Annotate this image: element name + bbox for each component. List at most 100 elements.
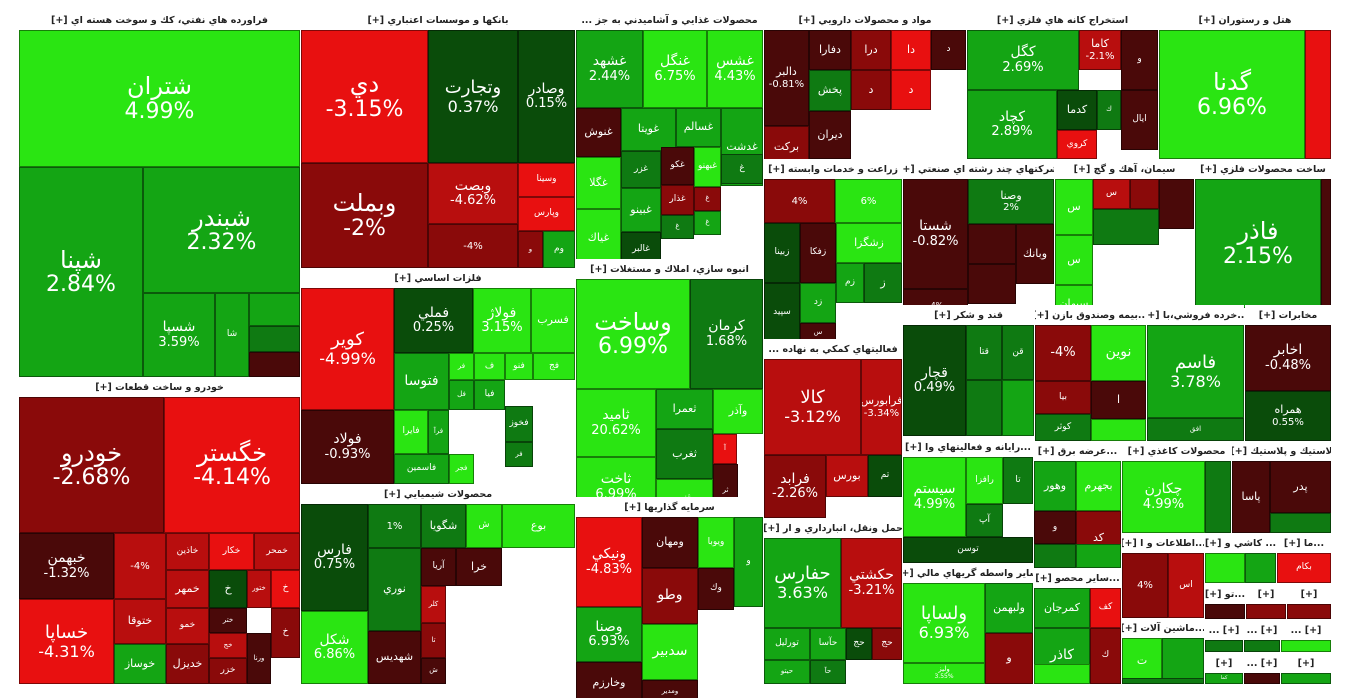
sector-header[interactable]: محصولات غذايي و آشاميدني به جز ...	[576, 10, 763, 31]
stock-tile[interactable]: س	[1055, 179, 1093, 235]
stock-tile[interactable]	[1246, 604, 1286, 619]
stock-tile[interactable]: د	[891, 70, 931, 110]
stock-tile[interactable]: ش	[466, 504, 502, 548]
stock-tile[interactable]: وصنا 6.93%	[576, 607, 642, 662]
stock-tile[interactable]: خزر	[209, 658, 247, 684]
stock-tile[interactable]	[249, 326, 300, 352]
sector-header[interactable]: [+] ...	[1281, 620, 1331, 641]
stock-tile[interactable]: سپيد	[764, 283, 800, 343]
stock-tile[interactable]	[1270, 513, 1331, 533]
stock-tile[interactable]: 4%	[1122, 553, 1168, 618]
stock-tile[interactable]	[1245, 553, 1276, 583]
stock-tile[interactable]: دا	[891, 30, 931, 70]
stock-tile[interactable]	[249, 352, 300, 377]
stock-tile[interactable]: فر	[449, 353, 474, 380]
stock-tile[interactable]: ثعمرا	[656, 389, 713, 429]
stock-tile[interactable]: فر	[505, 442, 533, 467]
stock-tile[interactable]: ومدير	[642, 680, 698, 698]
stock-tile[interactable]: دي -3.15%	[301, 30, 428, 163]
stock-tile[interactable]: سیستم 4.99%	[903, 457, 966, 537]
stock-tile[interactable]: شپنا 2.84%	[19, 167, 143, 377]
stock-tile[interactable]: دالبر -0.81%	[764, 30, 809, 126]
stock-tile[interactable]: شبندر 2.32%	[143, 167, 300, 293]
stock-tile[interactable]: خرا	[456, 548, 502, 586]
stock-tile[interactable]: د	[851, 70, 891, 110]
stock-tile[interactable]: خ	[271, 608, 300, 658]
sector-header[interactable]: [+]	[1281, 653, 1331, 674]
stock-tile[interactable]: شستا -0.82%	[903, 179, 968, 289]
sector-header[interactable]: ...رايانه و فعاليتهاي وا [+]	[903, 437, 1033, 458]
stock-tile[interactable]: وآذر	[713, 389, 763, 434]
stock-tile[interactable]: ك	[1097, 90, 1121, 130]
stock-tile[interactable]: خاذين	[166, 533, 209, 570]
stock-tile[interactable]: همراه 0.55%	[1245, 391, 1331, 441]
stock-tile[interactable]: وتجارت 0.37%	[428, 30, 518, 163]
sector-header[interactable]: ...خرده فروشي،با [+]	[1147, 305, 1244, 326]
stock-tile[interactable]: خديزل	[166, 644, 209, 684]
stock-tile[interactable]: كالا -3.12%	[764, 359, 861, 455]
stock-tile[interactable]: كگل 2.69%	[967, 30, 1079, 90]
sector-header[interactable]: فعاليتهاي كمكي به نهاده ...	[764, 339, 902, 360]
stock-tile[interactable]: غنگل 6.75%	[643, 30, 707, 108]
sector-header[interactable]: بانكها و موسسات اعتباري [+]	[301, 10, 575, 31]
stock-tile[interactable]: فيا	[474, 380, 505, 410]
stock-tile[interactable]: اس	[1168, 553, 1204, 618]
stock-tile[interactable]: و	[518, 231, 543, 268]
sector-header[interactable]: استخراج كانه هاي فلزي [+]	[967, 10, 1158, 31]
stock-tile[interactable]: وساخت 6.99%	[576, 279, 690, 389]
stock-tile[interactable]: رافزا	[966, 457, 1003, 504]
stock-tile[interactable]: ايال	[1121, 90, 1158, 150]
stock-tile[interactable]: فارس 0.75%	[301, 504, 368, 611]
stock-tile[interactable]: كف	[1090, 588, 1121, 628]
stock-tile[interactable]	[966, 380, 1002, 436]
sector-header[interactable]: سيمان، آهك و گچ [+]	[1055, 159, 1194, 180]
stock-tile[interactable]: غشس 4.43%	[707, 30, 763, 108]
stock-tile[interactable]: شگويا	[421, 504, 466, 548]
stock-tile[interactable]: 1%	[368, 504, 421, 548]
sector-header[interactable]: ساخت محصولات فلزي [+]	[1195, 159, 1331, 180]
stock-tile[interactable]: كوير -4.99%	[301, 288, 394, 410]
stock-tile[interactable]: بيا	[1035, 381, 1091, 414]
stock-tile[interactable]: -4%	[114, 533, 166, 599]
sector-header[interactable]: هتل و رستوران [+]	[1159, 10, 1331, 31]
stock-tile[interactable]: وصنا 2%	[968, 179, 1054, 224]
stock-tile[interactable]: ولساپا 6.93%	[903, 583, 985, 663]
stock-tile[interactable]: و	[734, 517, 763, 607]
stock-tile[interactable]: حج	[846, 628, 872, 660]
stock-tile[interactable]: آ	[713, 434, 737, 464]
sector-header[interactable]: ...بيمه وصندوق بازن [+]	[1035, 305, 1146, 326]
stock-tile[interactable]: كروي	[1057, 130, 1097, 159]
stock-tile[interactable]: فايرا	[394, 410, 428, 454]
stock-tile[interactable]: حيتو	[764, 660, 810, 684]
stock-tile[interactable]	[1244, 640, 1280, 652]
stock-tile[interactable]	[968, 264, 1016, 304]
stock-tile[interactable]: دفارا	[809, 30, 851, 70]
stock-tile[interactable]: قچار 0.49%	[903, 325, 966, 436]
stock-tile[interactable]	[1130, 179, 1159, 209]
stock-tile[interactable]: ختوقا	[114, 599, 166, 644]
sector-header[interactable]: [+] ...	[1205, 620, 1243, 641]
stock-tile[interactable]: توسن	[903, 537, 1033, 563]
stock-tile[interactable]: فخوز	[505, 406, 533, 442]
stock-tile[interactable]: ديران	[809, 111, 851, 159]
stock-tile[interactable]: تم	[868, 455, 902, 497]
stock-tile[interactable]: وطو	[642, 568, 698, 624]
stock-tile[interactable]: ك	[1090, 628, 1121, 684]
stock-tile[interactable]	[249, 293, 300, 326]
stock-tile[interactable]: زم	[836, 263, 864, 303]
stock-tile[interactable]: بورس	[826, 455, 868, 497]
sector-header[interactable]: مخابرات [+]	[1245, 305, 1331, 326]
stock-tile[interactable]: زشگزا	[836, 223, 902, 263]
stock-tile[interactable]: خمحر	[254, 533, 300, 570]
stock-tile[interactable]: فولاد -0.93%	[301, 410, 394, 484]
stock-tile[interactable]: خبهمن -1.32%	[19, 533, 114, 599]
sector-header[interactable]: زراعت و خدمات وابسته [+]	[764, 159, 902, 180]
stock-tile[interactable]: شا	[215, 293, 249, 377]
stock-tile[interactable]: خمو	[166, 608, 209, 644]
stock-tile[interactable]: فرابورس -3.34%	[861, 359, 902, 455]
stock-tile[interactable]: كاما -2.1%	[1079, 30, 1121, 70]
stock-tile[interactable]: زد	[800, 283, 836, 323]
stock-tile[interactable]: فتوسا	[394, 353, 449, 410]
stock-tile[interactable]: فجر	[449, 454, 474, 484]
stock-tile[interactable]: پخش	[809, 70, 851, 111]
